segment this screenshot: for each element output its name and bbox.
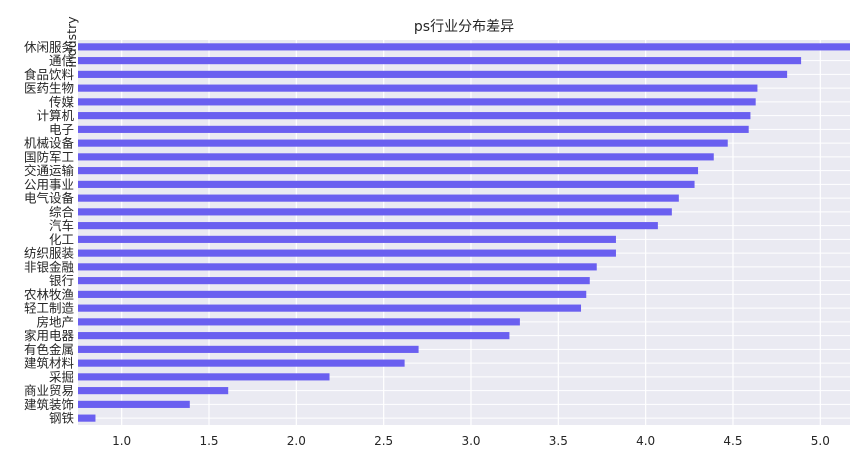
plot-area	[78, 40, 850, 425]
y-tick-label: 计算机	[36, 108, 74, 123]
bar	[78, 194, 679, 202]
y-tick-label: 建筑装饰	[24, 397, 74, 412]
x-tick-labels: 1.0 1.5 2.0 2.5 3.0 3.5 4.0 4.5 5.0	[112, 434, 830, 448]
bars	[78, 43, 850, 422]
x-tick-label: 4.0	[636, 434, 655, 448]
bar	[78, 125, 749, 133]
y-tick-label: 国防军工	[24, 149, 74, 164]
bar	[78, 277, 590, 285]
y-tick-label: 传媒	[49, 94, 75, 109]
bar	[78, 400, 190, 408]
y-tick-label: 非银金融	[24, 259, 75, 274]
bar	[78, 180, 695, 188]
bar	[78, 167, 699, 175]
y-tick-label: 房地产	[36, 314, 74, 329]
bar	[78, 153, 714, 161]
bar	[78, 112, 751, 120]
bar	[78, 387, 229, 395]
x-tick-label: 4.5	[723, 434, 742, 448]
y-tick-label: 医药生物	[24, 81, 74, 96]
y-tick-label: 通信	[49, 53, 74, 68]
bar	[78, 249, 616, 257]
y-tick-label: 轻工制造	[24, 301, 75, 316]
y-tick-label: 交通运输	[24, 163, 75, 178]
y-tick-label: 休闲服务	[24, 39, 74, 54]
y-tick-label: 采掘	[49, 369, 74, 384]
y-axis-label: industry	[64, 16, 79, 68]
bar	[78, 57, 802, 65]
y-tick-label: 公用事业	[24, 177, 74, 192]
x-tick-label: 2.5	[374, 434, 393, 448]
bar	[78, 139, 728, 147]
bar	[78, 373, 330, 381]
bar	[78, 222, 658, 230]
bar	[78, 208, 672, 216]
x-tick-label: 3.5	[549, 434, 568, 448]
y-tick-label: 电气设备	[24, 191, 75, 206]
bar	[78, 318, 520, 326]
y-tick-label: 电子	[49, 122, 74, 137]
bar	[78, 84, 758, 92]
bar	[78, 345, 419, 353]
chart-title: ps行业分布差异	[414, 19, 514, 35]
y-tick-label: 银行	[49, 273, 74, 288]
bar	[78, 43, 850, 51]
bar	[78, 70, 788, 78]
bar	[78, 98, 756, 106]
y-tick-label: 建筑材料	[24, 356, 75, 371]
x-tick-label: 1.5	[199, 434, 218, 448]
y-tick-label: 有色金属	[24, 342, 74, 357]
y-tick-label: 钢铁	[49, 411, 75, 426]
bar	[78, 414, 96, 422]
y-tick-label: 食品饮料	[24, 67, 75, 82]
x-tick-label: 2.0	[287, 434, 306, 448]
bar	[78, 359, 405, 367]
bar	[78, 235, 616, 243]
y-tick-label: 汽车	[49, 218, 74, 233]
y-tick-label: 纺织服装	[24, 246, 74, 261]
x-tick-label: 1.0	[112, 434, 131, 448]
y-tick-label: 机械设备	[24, 136, 75, 151]
y-tick-label: 家用电器	[24, 328, 75, 343]
bar	[78, 290, 587, 298]
y-tick-label: 综合	[49, 204, 75, 219]
bar	[78, 263, 597, 271]
x-tick-label: 5.0	[811, 434, 830, 448]
y-tick-label: 化工	[49, 232, 74, 247]
y-tick-label: 商业贸易	[24, 383, 74, 398]
y-tick-label: 农林牧渔	[24, 287, 74, 302]
x-tick-label: 3.0	[461, 434, 480, 448]
bar	[78, 332, 510, 340]
y-tick-labels: 休闲服务通信食品饮料医药生物传媒计算机电子机械设备国防军工交通运输公用事业电气设…	[24, 39, 75, 425]
bar	[78, 304, 582, 312]
